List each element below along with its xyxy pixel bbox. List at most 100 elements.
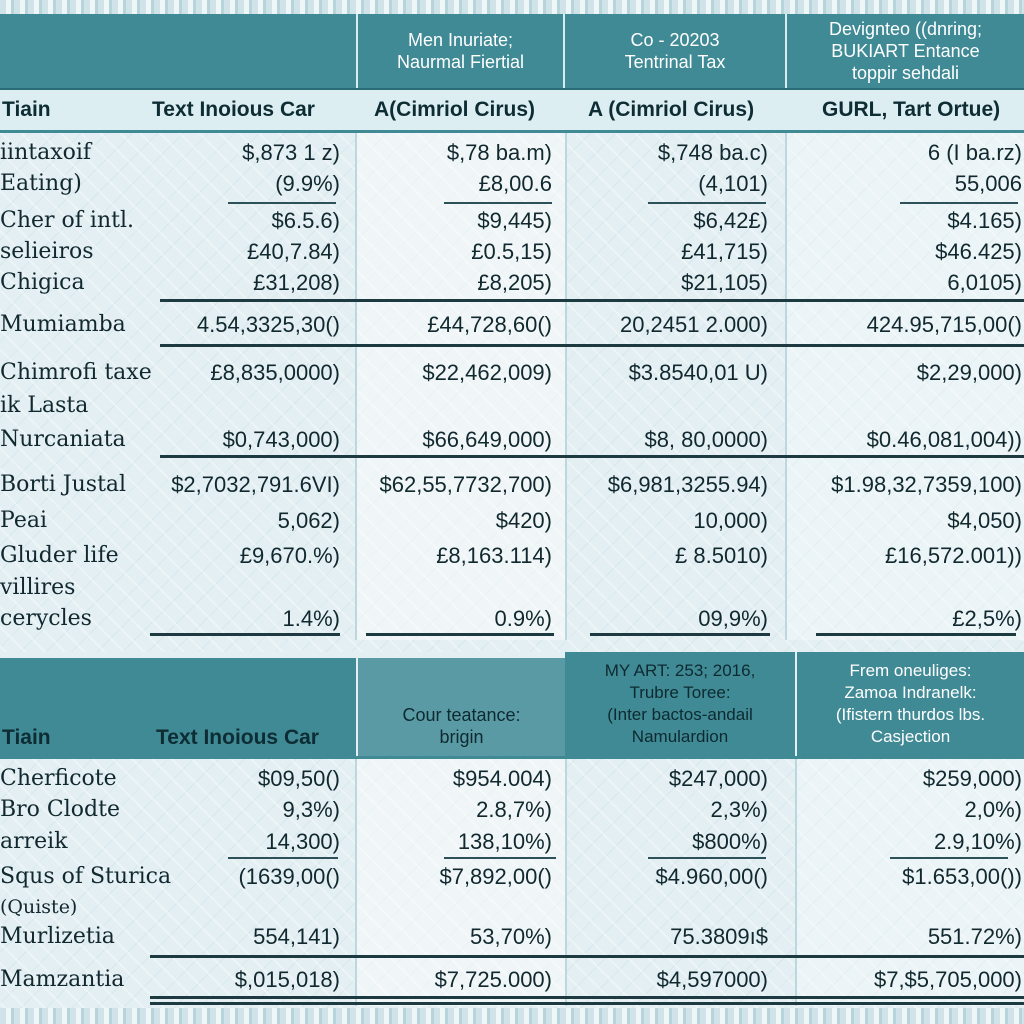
cell-value: 1.4%) — [282, 606, 340, 631]
row-label: iintaxoif — [0, 140, 92, 165]
column-divider — [785, 14, 787, 640]
end-rule — [816, 633, 1016, 636]
subtotal-rule — [228, 202, 336, 204]
row-label: cerycles — [0, 606, 92, 631]
cell-value: $4,050) — [947, 508, 1022, 533]
header-cell-col2: Co - 20203 Tentrinal Tax — [565, 14, 787, 88]
column-divider — [795, 652, 797, 1006]
subtotal-rule — [900, 202, 1018, 204]
total-rule — [160, 344, 1024, 347]
subtotal-rule — [444, 202, 552, 204]
cell-value: (1639,00() — [238, 864, 340, 889]
subtotal-rule — [444, 857, 556, 859]
cell-value: 10,000) — [693, 508, 768, 533]
cell-value: £8,163.114) — [436, 543, 552, 568]
cell-value: 2.9,10%) — [933, 829, 1022, 854]
end-rule — [150, 633, 340, 636]
cell-value: $09,50() — [258, 766, 340, 791]
cell-value: $,873 1 z) — [242, 140, 340, 165]
row-label: Chigica — [0, 270, 85, 295]
cell-value: 09,9%) — [698, 606, 768, 631]
row-label: Chimrofi taxe — [0, 360, 152, 385]
subtotal-rule — [890, 857, 1008, 859]
cell-value: $,78 ba.m) — [446, 140, 552, 165]
cell-value: $3.8540,01 U) — [628, 360, 768, 385]
cell-value: 138,10%) — [457, 829, 552, 854]
bottom-decorative-strip — [0, 1008, 1024, 1024]
cell-value: 6 (I ba.rz) — [927, 140, 1022, 165]
table-two-header-left — [0, 658, 356, 756]
column-divider — [565, 14, 567, 640]
end-rule — [590, 633, 770, 636]
subtotal-rule — [648, 857, 766, 859]
cell-value: £8,00.6 — [478, 171, 552, 196]
row-label: Gluder life — [0, 543, 119, 568]
cell-value: 2,3%) — [710, 797, 768, 822]
row-label: Peai — [0, 508, 47, 533]
cell-value: 53,70%) — [470, 924, 552, 949]
cell-value: $0,743,000) — [222, 427, 340, 452]
cell-value: £9,670.%) — [239, 543, 340, 568]
row-label: Nurcaniata — [0, 427, 126, 452]
top-decorative-strip — [0, 0, 1024, 14]
cell-value: $21,105) — [681, 270, 768, 295]
cell-value: 9,3%) — [282, 797, 340, 822]
subheader-col2: A(Cimriol Cirus) — [374, 98, 536, 121]
cell-value: 2,0%) — [964, 797, 1022, 822]
cell-value: $46.425) — [935, 239, 1022, 264]
cell-value: 554,141) — [253, 924, 340, 949]
cell-value: $7,725.000) — [434, 967, 552, 992]
cell-value: 4.54,3325,30() — [196, 312, 340, 337]
cell-value: $954.004) — [452, 766, 552, 791]
row-label: Cherficote — [0, 766, 117, 791]
cell-value: 0.9%) — [494, 606, 552, 631]
table-two-header-col3-bg: Frem oneuliges: Zamoa Indranelk: (Ifiste… — [797, 652, 1024, 756]
double-rule-bottom — [150, 1002, 1024, 1005]
subtotal-rule — [228, 857, 338, 859]
cell-value: £16,572.001)) — [885, 543, 1022, 568]
cell-value: £8,205) — [477, 270, 552, 295]
cell-value: 2.8,7%) — [476, 797, 552, 822]
double-rule-top — [150, 996, 1024, 999]
row-label: Cher of intl. — [0, 208, 134, 233]
header-cell-col1: Cour teatance: brigin — [402, 705, 521, 747]
table-two-header-col1-bg: Cour teatance: brigin — [358, 658, 565, 756]
row-label: Bro Clodte — [0, 797, 120, 822]
row-label: arreik — [0, 829, 68, 854]
cell-value: $1.653,00()) — [902, 864, 1022, 889]
cell-value: $8, 80,0000) — [644, 427, 768, 452]
cell-value: $62,55,7732,700) — [379, 472, 553, 497]
cell-value: £8,835,0000) — [210, 360, 340, 385]
total-rule — [160, 455, 1024, 458]
subtotal-rule — [648, 202, 766, 204]
subheader-col4: GURL, Tart Ortue) — [822, 98, 1001, 121]
cell-value: $9,445) — [477, 208, 552, 233]
table-two-header-col2-bg: MY ART: 253; 2016, Trubre Toree: (Inter … — [565, 652, 795, 756]
cell-value: $66,649,000) — [422, 427, 552, 452]
table-one-subheader: Tiain Text Inoious Car A(Cimriol Cirus) … — [0, 90, 1024, 133]
end-rule — [366, 633, 554, 636]
column-divider — [355, 652, 357, 1006]
header-cell-blank — [0, 14, 358, 88]
subheader-text: Text Inoious Car — [156, 726, 319, 749]
cell-value: $259,000) — [922, 766, 1022, 791]
table-two: Cour teatance: brigin MY ART: 253; 2016,… — [0, 652, 1024, 1006]
cell-value: $7,892,00() — [439, 864, 552, 889]
cell-value: (4,101) — [698, 171, 768, 196]
row-label: ik Lasta — [0, 393, 89, 418]
cell-value: 551.72%) — [927, 924, 1022, 949]
cell-value: £ 8.5010) — [675, 543, 768, 568]
cell-value: $6.5.6) — [271, 208, 341, 233]
cell-value: 75.3809ı$ — [670, 924, 768, 949]
cell-value: $247,000) — [668, 766, 768, 791]
cell-value: 20,2451 2.000) — [619, 312, 768, 337]
cell-value: £44,728,60() — [427, 312, 552, 337]
row-label: (Quiste) — [0, 896, 78, 918]
header-underline — [0, 756, 1024, 759]
row-label: Mumiamba — [0, 312, 126, 337]
cell-value: $2,7032,791.6VI) — [171, 472, 340, 497]
table-one-header: Men Inuriate; Naurmal Fiertial Co - 2020… — [0, 14, 1024, 91]
header-cell-col3: Devignteo ((dnring; BUKIART Entance topp… — [828, 19, 983, 83]
row-label: Murlizetia — [0, 924, 115, 949]
